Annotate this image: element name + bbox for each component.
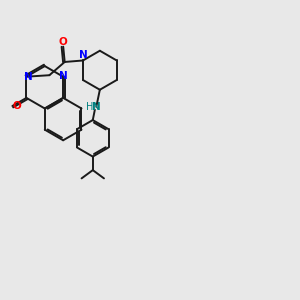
Text: N: N (24, 72, 33, 82)
Text: O: O (59, 37, 68, 47)
Text: N: N (92, 102, 101, 112)
Text: O: O (12, 101, 21, 111)
Text: N: N (59, 71, 68, 81)
Text: H: H (86, 102, 94, 112)
Text: N: N (79, 50, 88, 61)
